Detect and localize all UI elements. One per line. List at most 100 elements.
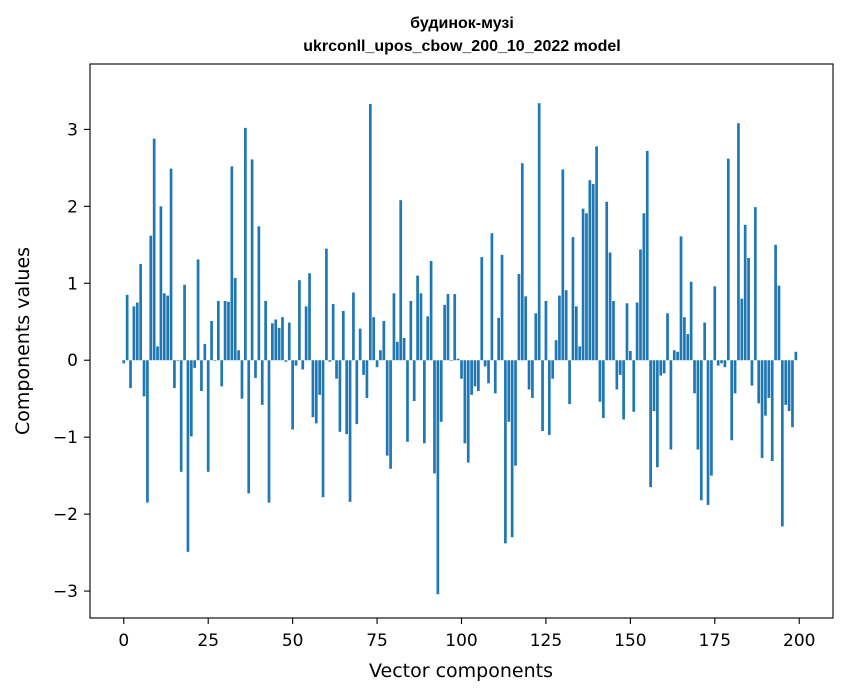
bar <box>659 360 663 376</box>
bar <box>777 285 781 361</box>
bar <box>267 360 271 503</box>
bar <box>358 328 362 361</box>
bar <box>696 360 700 450</box>
bar <box>301 360 305 370</box>
bar <box>271 323 274 361</box>
bar <box>662 360 666 374</box>
bar <box>419 293 423 361</box>
bar <box>142 360 146 397</box>
bar <box>220 360 224 387</box>
bar <box>493 360 497 394</box>
bar <box>753 207 757 361</box>
bar <box>298 280 301 361</box>
bar <box>446 294 450 361</box>
bar <box>406 360 409 442</box>
x-tick-label: 200 <box>783 631 815 651</box>
y-axis-label: Components values <box>12 247 34 435</box>
bar <box>791 360 794 428</box>
bar <box>179 360 183 472</box>
bar <box>203 344 207 361</box>
bar <box>318 360 321 395</box>
bar <box>287 322 291 361</box>
bar <box>274 319 278 361</box>
bar <box>537 103 541 361</box>
bar <box>328 360 332 362</box>
bar <box>135 302 139 361</box>
x-tick-label: 75 <box>366 631 388 651</box>
bar <box>784 360 788 405</box>
bar <box>591 184 595 361</box>
bar <box>497 317 500 361</box>
bar <box>510 360 514 538</box>
x-tick-label: 0 <box>118 631 129 651</box>
bar <box>544 300 548 361</box>
bar <box>693 360 696 394</box>
bar <box>341 310 345 361</box>
bar <box>500 254 504 361</box>
bar <box>244 127 247 361</box>
bar <box>149 235 153 361</box>
bar <box>531 360 534 398</box>
y-tick-label: 3 <box>67 120 78 140</box>
bar <box>139 264 143 361</box>
bar <box>588 180 592 361</box>
bar <box>666 313 669 361</box>
bar <box>733 360 737 394</box>
bar <box>162 293 166 361</box>
bar <box>382 320 386 361</box>
bar <box>747 257 750 361</box>
bar <box>618 360 622 375</box>
bar <box>311 360 315 418</box>
bar <box>392 293 396 361</box>
bar <box>125 294 129 361</box>
bar <box>689 281 693 361</box>
bar <box>412 360 416 402</box>
bar <box>477 360 480 392</box>
bar <box>433 360 436 474</box>
bar <box>558 295 561 361</box>
x-tick-label: 50 <box>282 631 304 651</box>
bar <box>152 138 156 361</box>
bar <box>257 226 261 361</box>
bar <box>625 303 629 361</box>
bar <box>683 317 686 361</box>
bar <box>703 322 707 361</box>
bar <box>436 360 440 595</box>
bar <box>385 360 389 456</box>
bar <box>541 360 544 432</box>
bar <box>595 146 598 361</box>
bar <box>402 337 406 361</box>
bar <box>365 360 369 398</box>
bar <box>460 360 463 379</box>
bar <box>706 360 710 505</box>
bar <box>780 360 784 527</box>
bar <box>426 316 430 361</box>
bar <box>156 346 159 361</box>
x-tick-label: 175 <box>699 631 731 651</box>
bar <box>375 360 379 368</box>
bar <box>787 360 791 412</box>
bar <box>277 327 281 361</box>
bar <box>669 360 673 450</box>
bar <box>554 340 558 361</box>
x-axis-ticks: 0 25 50 75 100 125 150 175 200 <box>118 618 815 651</box>
bar <box>129 360 132 388</box>
bar <box>676 351 679 361</box>
bar <box>574 306 578 361</box>
bar <box>409 300 413 361</box>
chart-title: будинок-музі <box>410 15 514 32</box>
bar <box>652 360 656 412</box>
bar <box>737 123 740 361</box>
bar <box>335 360 338 379</box>
bar <box>122 360 126 364</box>
bar <box>193 360 197 368</box>
y-tick-label: −1 <box>53 428 78 448</box>
bar <box>372 317 376 361</box>
bar <box>456 358 460 361</box>
bar <box>534 313 538 361</box>
bar <box>547 360 551 435</box>
bar <box>571 237 575 361</box>
bar <box>389 360 392 469</box>
bar <box>443 304 446 361</box>
